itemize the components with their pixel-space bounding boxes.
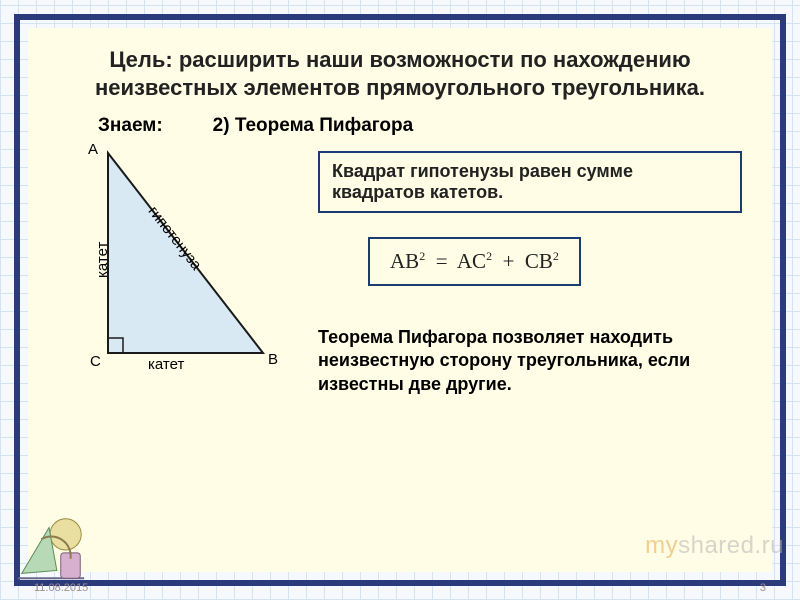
footer-page: 3: [760, 582, 766, 594]
watermark-suffix: shared.ru: [678, 532, 784, 559]
footer: 11.08.2015 3: [34, 582, 766, 594]
decorative-math-icon: [12, 510, 90, 588]
watermark: myshared.ru: [645, 532, 784, 560]
footer-date: 11.08.2015: [34, 582, 88, 594]
triangle-diagram: A C B катет катет гипотенуза: [58, 143, 308, 393]
statement-box: Квадрат гипотенузы равен сумме квадратов…: [318, 151, 742, 213]
slide-frame: Цель: расширить наши возможности по нахо…: [14, 14, 786, 586]
know-label: Знаем:: [98, 115, 163, 137]
formula-rhs1-exp: 2: [486, 249, 492, 263]
formula-lhs-base: AB: [390, 249, 419, 273]
vertex-c: C: [90, 353, 101, 370]
side-label-left: катет: [94, 242, 111, 278]
formula-rhs2-base: CB: [525, 249, 553, 273]
vertex-a: A: [88, 141, 98, 158]
slide-title: Цель: расширить наши возможности по нахо…: [58, 46, 742, 101]
slide-body: Цель: расширить наши возможности по нахо…: [28, 28, 772, 572]
conclusion-text: Теорема Пифагора позволяет находить неиз…: [318, 326, 742, 396]
side-label-bottom: катет: [148, 356, 184, 373]
formula-box: AB2 = AC2 + CB2: [368, 237, 581, 286]
watermark-prefix: my: [645, 532, 678, 559]
vertex-b: B: [268, 351, 278, 368]
formula-rhs2-exp: 2: [553, 249, 559, 263]
content-row: A C B катет катет гипотенуза Квадрат гип…: [58, 143, 742, 396]
subtitle-row: Знаем: 2) Теорема Пифагора: [58, 115, 742, 137]
theorem-label: 2) Теорема Пифагора: [213, 115, 414, 137]
formula-lhs-exp: 2: [419, 249, 425, 263]
right-column: Квадрат гипотенузы равен сумме квадратов…: [308, 143, 742, 396]
formula-rhs1-base: AC: [457, 249, 486, 273]
